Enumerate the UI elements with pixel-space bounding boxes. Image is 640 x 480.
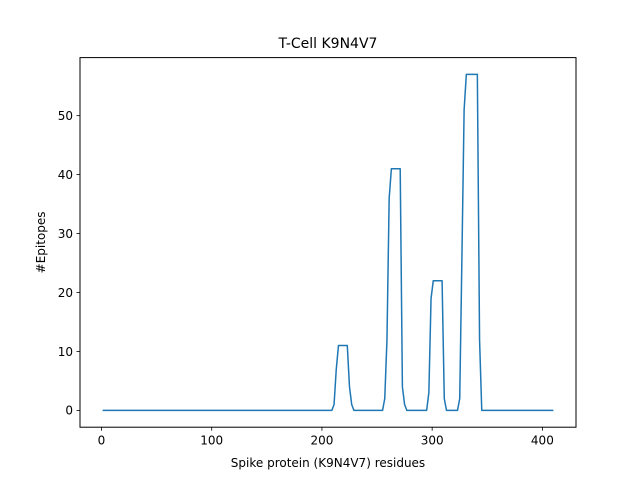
x-axis-label: Spike protein (K9N4V7) residues [231, 456, 425, 470]
x-axis-ticks: 0 100 200 300 400 [98, 427, 554, 448]
x-tick-label: 200 [310, 434, 333, 448]
y-tick-label: 10 [58, 345, 73, 359]
x-tick-label: 0 [98, 434, 106, 448]
y-tick-label: 20 [58, 286, 73, 300]
series-line-0 [102, 73, 554, 412]
y-tick-label: 0 [65, 404, 73, 418]
y-axis-label: #Epitopes [34, 211, 48, 273]
x-tick-label: 400 [531, 434, 554, 448]
plot-frame [79, 57, 577, 428]
plot-line-layer [102, 73, 554, 412]
x-tick-label: 300 [421, 434, 444, 448]
y-tick-label: 50 [58, 109, 73, 123]
y-tick-label: 30 [58, 227, 73, 241]
y-axis-ticks: 0 10 20 30 40 50 [58, 109, 80, 418]
chart-title: T-Cell K9N4V7 [278, 36, 378, 52]
y-tick-label: 40 [58, 168, 73, 182]
x-tick-label: 100 [200, 434, 223, 448]
